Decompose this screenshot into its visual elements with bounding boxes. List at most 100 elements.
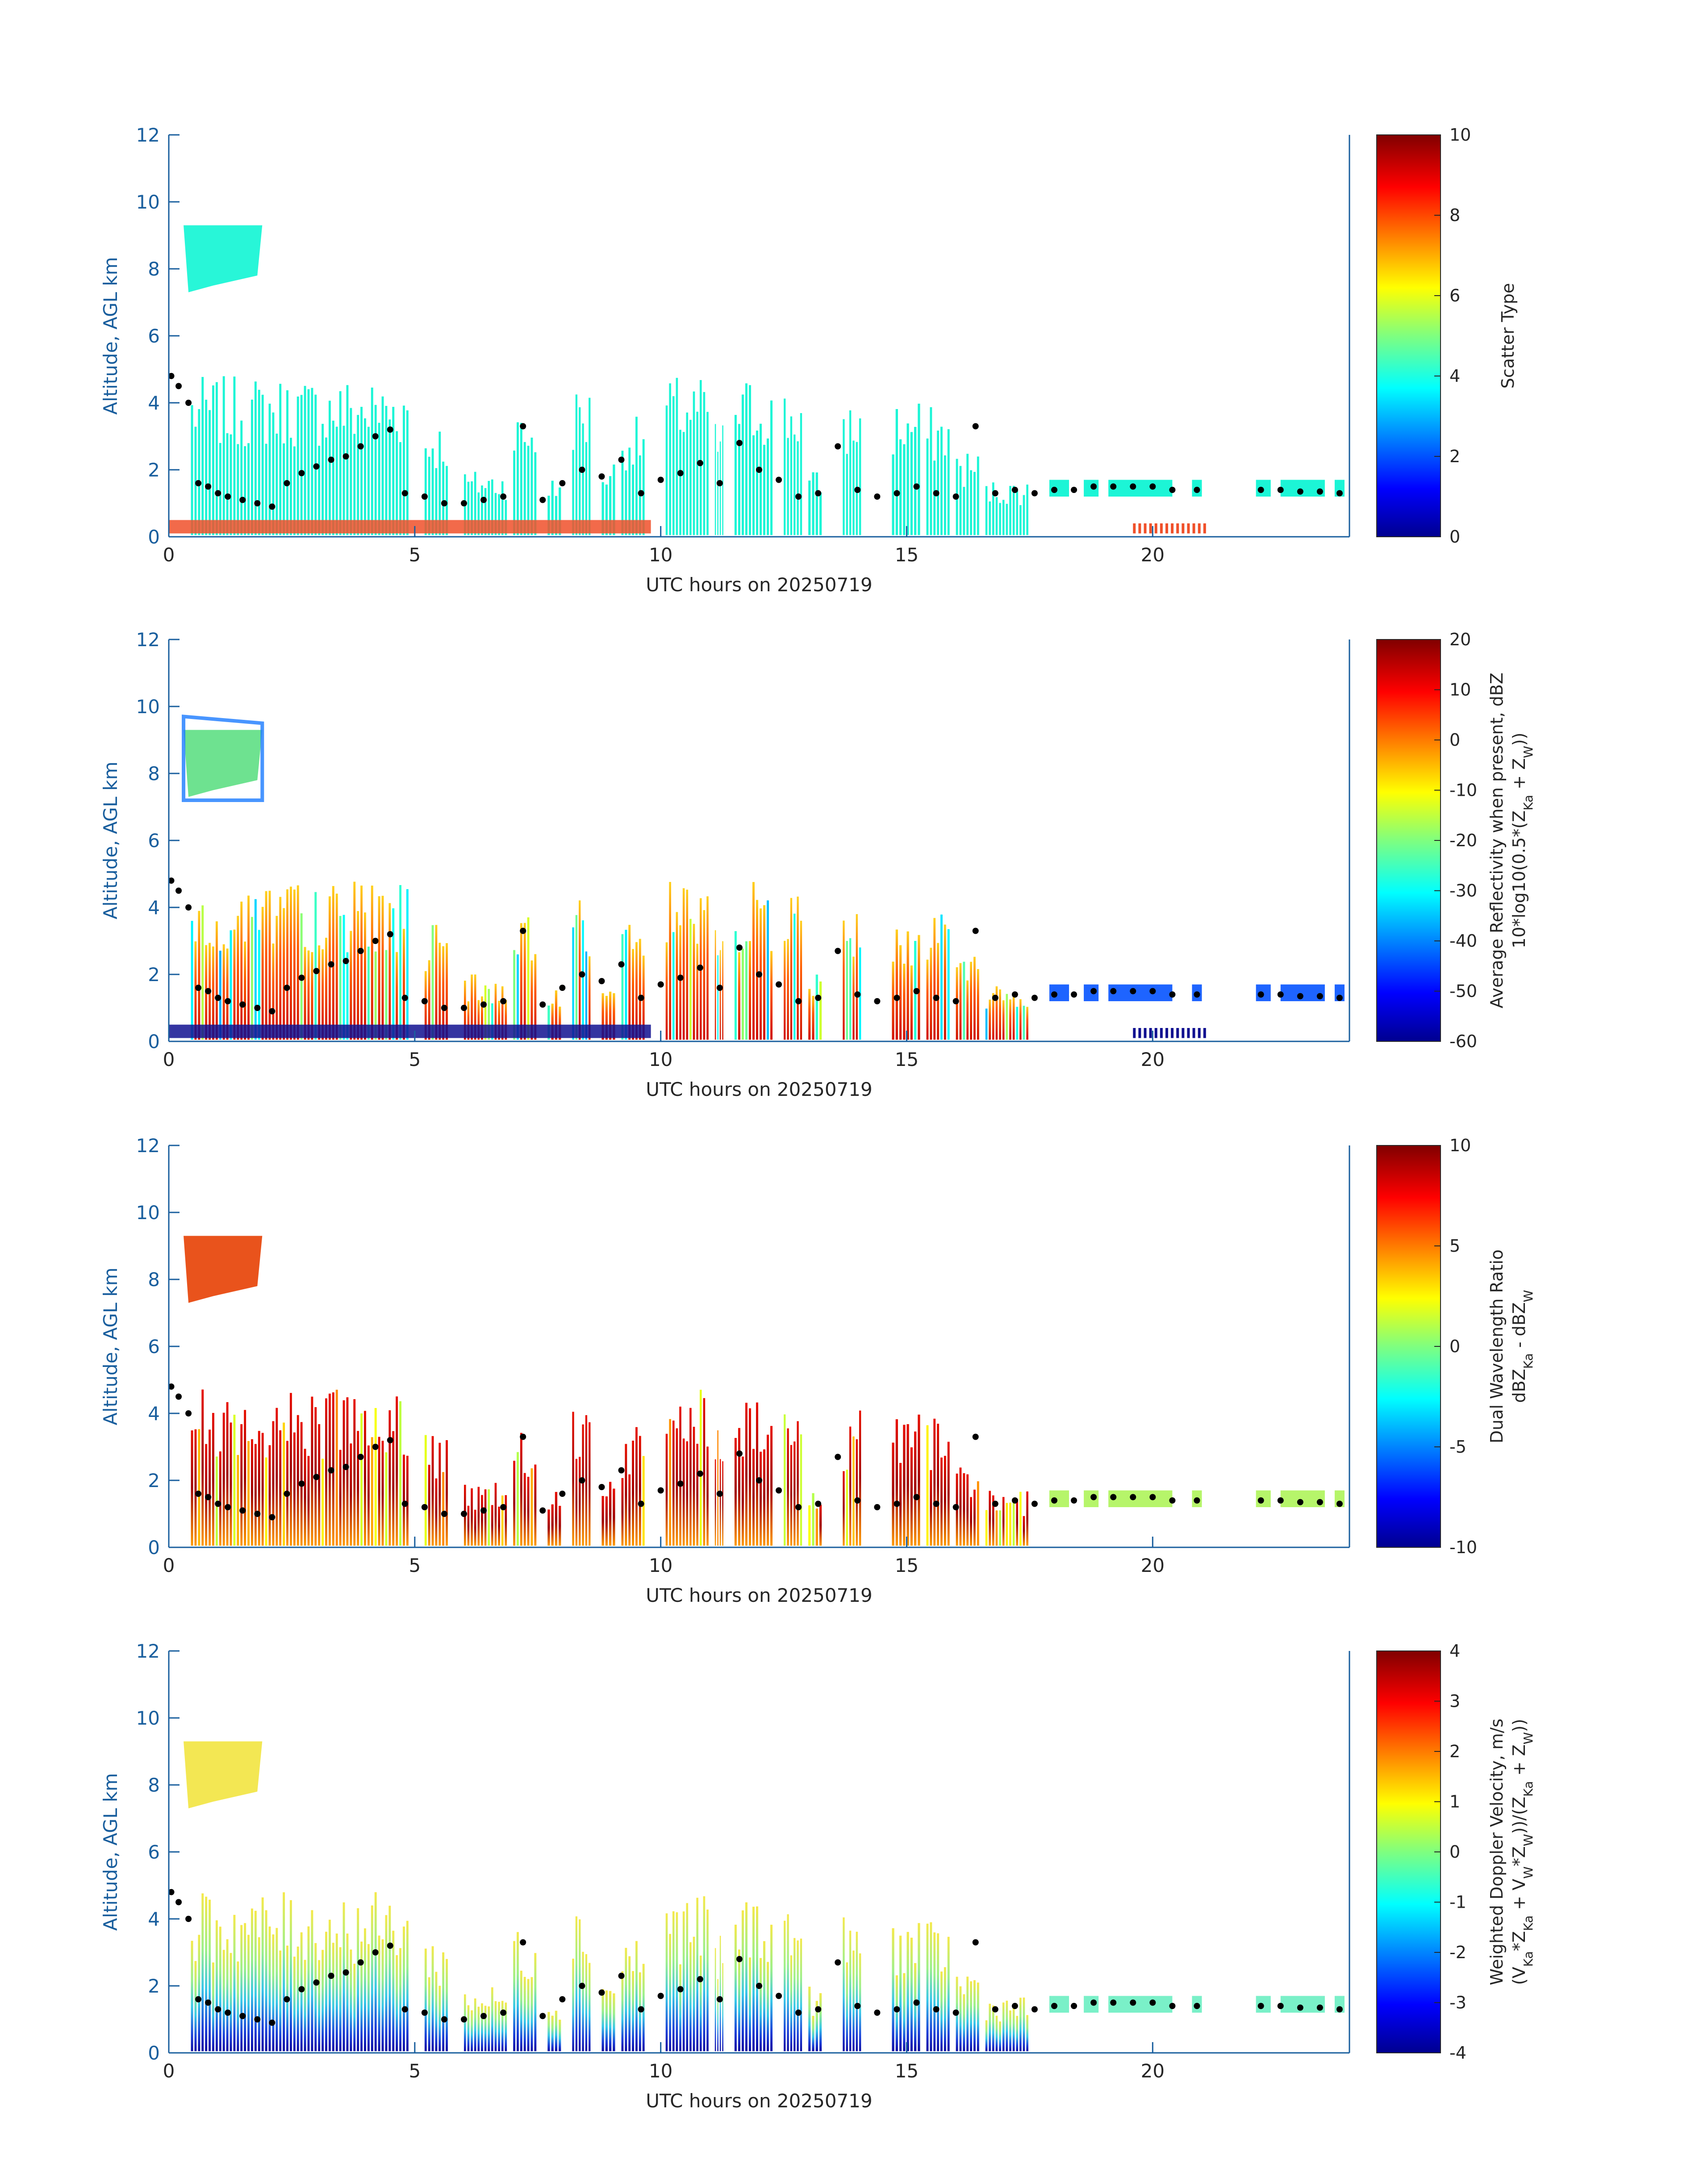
cloud-strip <box>589 397 591 535</box>
cloud-strip <box>428 456 430 535</box>
cloud-base-marker <box>579 1477 585 1483</box>
cloud-strip <box>367 1445 370 1546</box>
cloud-strip <box>222 944 225 1040</box>
cloud-base-marker <box>1031 490 1038 497</box>
cloud-strip <box>787 939 789 1040</box>
cloud-base-marker <box>1257 487 1264 493</box>
cloud-strip <box>304 1449 306 1546</box>
cloud-strip <box>371 886 373 1040</box>
cloud-strip <box>233 1914 236 2052</box>
cloud-strip <box>756 1906 759 2052</box>
cloud-strip <box>621 451 624 535</box>
cloud-strip <box>551 2015 554 2052</box>
cloud-strip <box>505 1495 507 1546</box>
cloud-strip <box>812 2016 814 2052</box>
cloud-strip <box>205 1897 208 2052</box>
colorbar-label: dBZKa - dBZW <box>1509 1290 1536 1403</box>
cloud-base-marker <box>618 961 625 968</box>
cloud-strip <box>628 447 631 535</box>
cloud-base-marker <box>1011 2003 1018 2009</box>
cloud-base-marker <box>342 453 349 460</box>
x-tick-label: 5 <box>409 1554 421 1576</box>
cloud-base-marker <box>1257 991 1264 998</box>
x-tick-label: 15 <box>895 2060 919 2082</box>
cloud-strip <box>360 886 363 1040</box>
cloud-strip <box>613 1993 615 2052</box>
cloud-strip <box>1009 999 1011 1040</box>
cloud-strip <box>763 445 766 535</box>
cloud-strip <box>494 1483 497 1546</box>
cloud-strip <box>467 1505 470 1546</box>
cloud-strip <box>378 422 380 535</box>
cloud-strip <box>392 1930 395 2052</box>
cloud-base-marker <box>372 433 379 439</box>
cloud-strip <box>392 407 395 535</box>
cloud-strip <box>276 1408 278 1546</box>
cloud-strip <box>933 1932 936 2052</box>
cloud-base-marker <box>254 500 261 506</box>
cloud-strip <box>609 1991 612 2052</box>
cloud-base-marker <box>1194 991 1200 998</box>
cloud-strip <box>322 1950 324 2052</box>
cloud-strip <box>438 943 441 1040</box>
cloud-base-marker <box>1110 1494 1117 1500</box>
cloud-base-marker <box>854 991 861 998</box>
cloud-strip <box>247 895 250 1040</box>
cloud-strip <box>209 1429 211 1546</box>
colorbar-tick-label: -60 <box>1449 1032 1477 1051</box>
cloud-strip <box>212 946 214 1040</box>
cloud-base-marker <box>874 493 881 500</box>
cloud-strip <box>856 1439 858 1546</box>
cloud-strip <box>706 896 709 1040</box>
cloud-strip <box>547 2012 550 2052</box>
cloud-strip <box>332 420 334 535</box>
cloud-base-marker <box>500 1504 507 1510</box>
cloud-base-marker <box>298 1480 305 1487</box>
y-tick-label: 8 <box>148 258 160 280</box>
cirrus-layer <box>184 225 263 292</box>
cloud-strip <box>714 930 716 1040</box>
cloud-base-marker <box>239 2013 246 2019</box>
cloud-strip <box>335 894 338 1040</box>
cloud-strip <box>940 914 943 1040</box>
cloud-strip <box>551 1003 554 1040</box>
cloud-strip <box>572 1959 574 2052</box>
cloud-base-marker <box>461 1511 467 1517</box>
cloud-strip <box>272 1934 275 2052</box>
cloud-strip <box>770 1925 773 2052</box>
cloud-base-marker <box>1169 991 1176 998</box>
cloud-strip <box>914 426 917 535</box>
cloud-strip <box>717 1979 718 2052</box>
cloud-strip <box>311 1396 313 1546</box>
cloud-base-marker <box>387 931 393 937</box>
x-tick-label: 20 <box>1141 2060 1165 2082</box>
cloud-strip <box>222 1950 225 2052</box>
cloud-strip <box>474 1998 476 2052</box>
cloud-strip <box>741 394 744 535</box>
surface-clutter-mark <box>1154 523 1157 534</box>
cloud-strip <box>1023 495 1025 535</box>
cloud-strip <box>261 907 264 1040</box>
cloud-strip <box>357 415 359 535</box>
cloud-base-marker <box>215 490 221 497</box>
cloud-base-marker <box>756 1477 762 1483</box>
x-tick-label: 10 <box>649 1049 672 1070</box>
cloud-strip <box>910 1938 913 2052</box>
cloud-strip <box>970 961 973 1040</box>
cloud-base-marker <box>835 948 841 954</box>
cloud-strip <box>767 1962 769 2052</box>
cloud-strip <box>226 1939 229 2052</box>
cloud-strip <box>471 974 473 1040</box>
chart-panel-average-reflectivity: 0 2 4 6 8 10 12 0 5 10 15 20 Altitude, AGL km UTC hou… <box>100 629 1536 1100</box>
cloud-strip <box>609 476 612 535</box>
cloud-base-marker <box>1051 991 1057 998</box>
cloud-strip <box>215 921 218 1040</box>
cloud-strip <box>194 426 197 535</box>
cloud-strip <box>1012 485 1015 535</box>
y-tick-label: 0 <box>148 1031 160 1053</box>
cloud-strip <box>311 388 313 535</box>
cloud-strip <box>696 411 698 535</box>
cloud-strip <box>790 416 793 535</box>
cloud-strip <box>752 882 755 1040</box>
cloud-strip <box>859 418 861 535</box>
